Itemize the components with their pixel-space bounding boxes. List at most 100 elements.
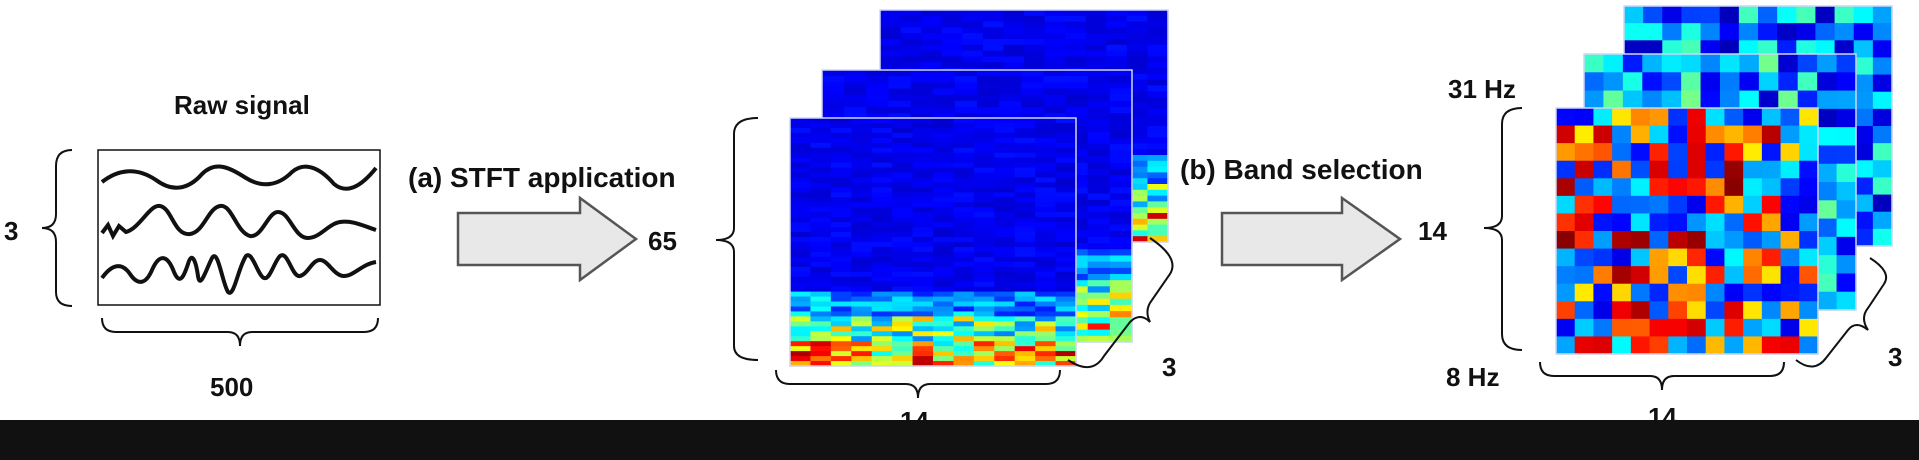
heatmap-cell [921,21,943,28]
heatmap-cell [977,94,1000,102]
heatmap-cell [982,44,1005,52]
heatmap-cell [1668,231,1688,250]
heatmap-cell [1014,261,1036,268]
heatmap-cell [1055,232,1077,238]
heatmap-cell [871,351,893,357]
heatmap-cell [1024,44,1046,52]
heatmap-cell [866,100,890,108]
heatmap-cell [1106,15,1128,23]
heatmap-cell [851,157,873,164]
heatmap-cell [1055,152,1077,159]
heatmap-cell [1630,213,1651,232]
heatmap-cell [1055,271,1077,278]
heatmap-cell [1003,10,1025,17]
heatmap-cell [921,39,943,46]
heatmap-cell [1574,266,1595,285]
heatmap-cell [912,227,934,233]
heatmap-cell [1055,326,1077,332]
heatmap-cell [1055,266,1077,273]
heatmap-cell [973,118,995,124]
heatmap-cell [1724,318,1744,338]
heatmap-cell [912,222,934,228]
heatmap-cell [1035,202,1057,208]
heatmap-cell [1065,44,1087,52]
heatmap-cell [1668,318,1688,338]
heatmap-cell [1817,236,1838,256]
heatmap-cell [912,261,934,268]
heatmap-cell [912,356,934,362]
heatmap-cell [892,271,914,278]
heatmap-cell [1836,108,1857,128]
heatmap-cell [810,222,832,228]
heatmap-cell [1556,213,1576,232]
heatmap-cell [1087,175,1111,182]
heatmap-cell [912,281,934,288]
heatmap-cell [1109,131,1133,139]
heatmap-cell [1065,236,1089,244]
heatmap-cell [790,271,812,278]
heatmap-cell [1035,162,1057,169]
heatmap-cell [851,187,873,193]
heatmap-cell [953,167,975,174]
heatmap-cell [1109,187,1133,195]
heatmap-cell [790,182,812,189]
heatmap-cell [1035,296,1057,303]
heatmap-cell [1087,125,1111,133]
heatmap-cell [973,256,995,263]
heatmap-cell [1687,143,1707,162]
heatmap-cell [830,356,852,362]
heatmap-cell [912,326,934,332]
heatmap-cell [953,286,975,293]
heatmap-cell [830,147,852,154]
heatmap-cell [790,356,812,362]
heatmap-cell [982,39,1005,46]
heatmap-cell [888,70,912,77]
heatmap-cell [810,237,832,243]
heatmap-cell [1126,114,1149,121]
heatmap-cell [851,331,873,337]
heatmap-cell [933,177,955,184]
heatmap-cell [892,351,914,357]
heatmap-cell [1087,249,1111,257]
heatmap-cell [1836,273,1857,293]
heatmap-cell [1593,283,1613,302]
heatmap-cell [953,281,975,288]
heatmap-cell [1126,91,1149,98]
heatmap-cell [994,242,1016,248]
heatmap-cell [790,192,812,198]
heatmap-cell [830,212,852,218]
heatmap-cell [1147,195,1169,202]
heatmap-cell [933,346,955,352]
heatmap-cell [933,212,955,218]
band-low-frequency: 8 Hz [1446,362,1500,392]
heatmap-cell [1681,23,1702,41]
heatmap-cell [1087,131,1111,139]
heatmap-cell [1109,150,1133,158]
heatmap-cell [830,237,852,243]
heatmap-cell [1780,160,1800,179]
heatmap-cell [973,222,995,228]
heatmap-cell [810,251,832,258]
heatmap-cell [1035,242,1057,248]
heatmap-cell [1872,160,1893,179]
heatmap-cell [954,113,978,121]
heatmap-cell [973,177,995,184]
heatmap-cell [1147,236,1169,243]
heatmap-cell [973,356,995,362]
heatmap-cell [790,207,812,213]
heatmap-cell [1853,177,1874,196]
heatmap-cell [892,286,914,293]
heatmap-cell [851,122,873,129]
heatmap-cell [1035,346,1057,352]
heatmap-cell [1126,230,1149,237]
heatmap-cell [1687,213,1707,232]
heatmap-cell [1014,246,1036,253]
heatmap-cell [1574,318,1595,338]
heatmap-cell [1761,143,1782,162]
heatmap-cell [933,202,955,208]
heatmap-cell [1612,213,1632,232]
heatmap-cell [962,21,984,28]
heatmap-cell [790,212,812,218]
heatmap-cell [1044,15,1066,23]
heatmap-cell [1085,56,1107,63]
